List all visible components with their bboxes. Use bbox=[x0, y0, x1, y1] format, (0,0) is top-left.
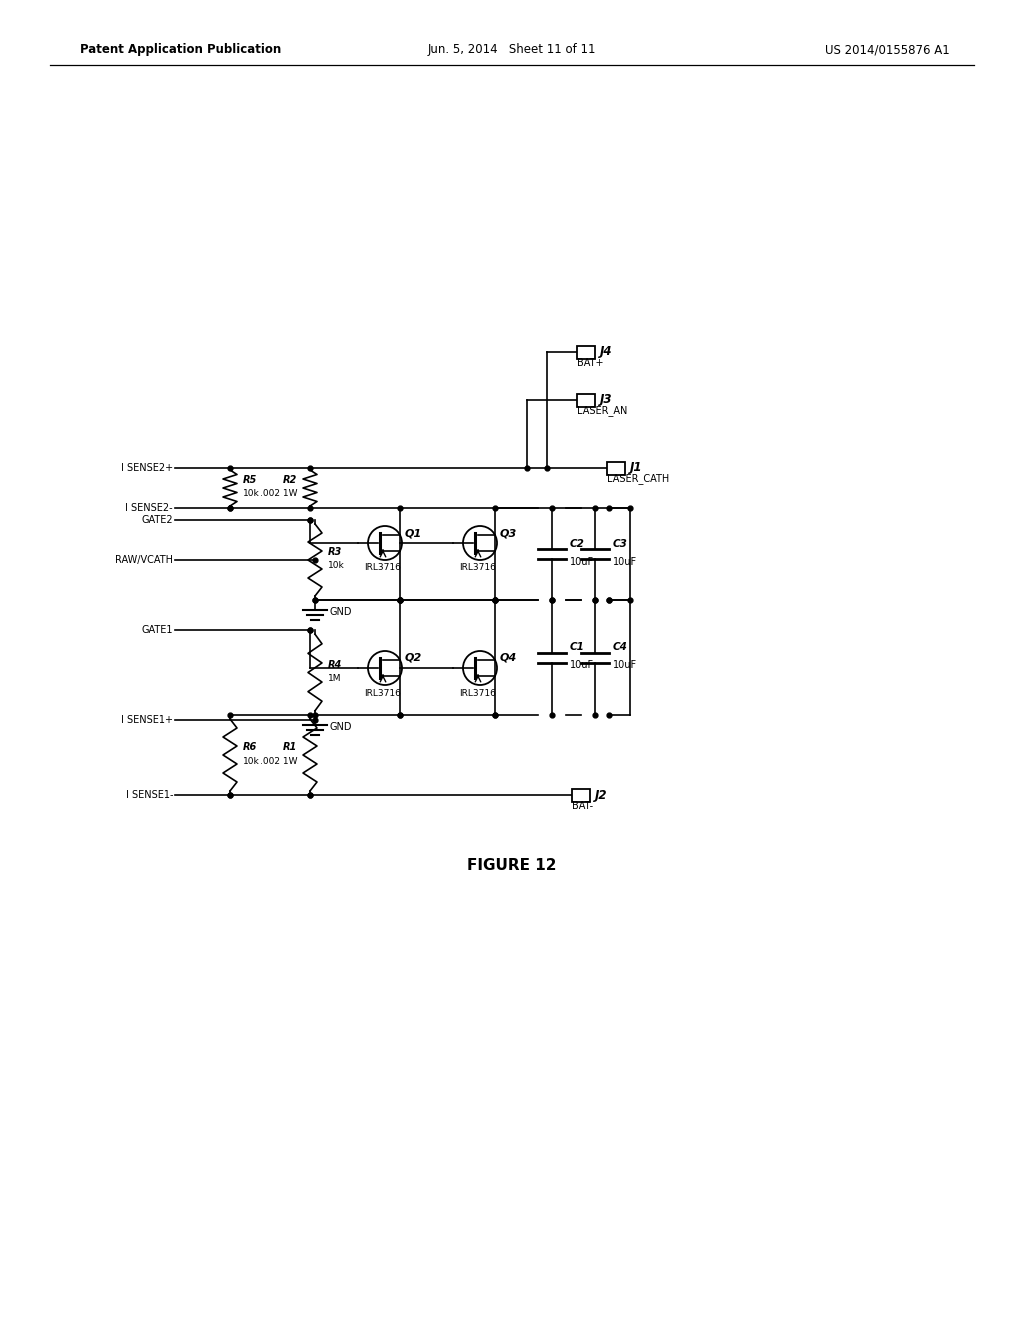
Text: 10k: 10k bbox=[243, 756, 260, 766]
Text: 1M: 1M bbox=[328, 675, 341, 682]
Text: 10k: 10k bbox=[328, 561, 345, 570]
Text: 10uF: 10uF bbox=[613, 660, 637, 671]
Text: Q2: Q2 bbox=[406, 653, 422, 663]
Text: BAT-: BAT- bbox=[572, 801, 593, 810]
Text: IRL3716: IRL3716 bbox=[365, 564, 401, 573]
Text: 10k: 10k bbox=[243, 490, 260, 499]
Text: I SENSE1+: I SENSE1+ bbox=[121, 715, 173, 725]
Bar bbox=[577, 393, 595, 407]
Text: C1: C1 bbox=[570, 643, 585, 652]
Text: R2: R2 bbox=[283, 475, 297, 484]
Text: Q1: Q1 bbox=[406, 528, 422, 539]
Text: LASER_AN: LASER_AN bbox=[577, 405, 628, 416]
Text: R4: R4 bbox=[328, 660, 342, 669]
Text: US 2014/0155876 A1: US 2014/0155876 A1 bbox=[825, 44, 950, 57]
Bar bbox=[607, 462, 625, 474]
Text: J1: J1 bbox=[630, 462, 642, 474]
Text: .002 1W: .002 1W bbox=[259, 490, 297, 499]
Bar bbox=[577, 346, 595, 359]
Text: BAT+: BAT+ bbox=[577, 358, 603, 368]
Text: IRL3716: IRL3716 bbox=[460, 689, 497, 697]
Text: IRL3716: IRL3716 bbox=[460, 564, 497, 573]
Text: GND: GND bbox=[329, 607, 351, 616]
Text: RAW/VCATH: RAW/VCATH bbox=[115, 554, 173, 565]
Text: Jun. 5, 2014   Sheet 11 of 11: Jun. 5, 2014 Sheet 11 of 11 bbox=[428, 44, 596, 57]
Text: Q4: Q4 bbox=[500, 653, 517, 663]
Text: C4: C4 bbox=[613, 643, 628, 652]
Text: J2: J2 bbox=[595, 788, 607, 801]
Text: R5: R5 bbox=[243, 475, 257, 484]
Text: J4: J4 bbox=[600, 346, 612, 359]
Text: Q3: Q3 bbox=[500, 528, 517, 539]
Text: C2: C2 bbox=[570, 539, 585, 549]
Text: C3: C3 bbox=[613, 539, 628, 549]
Text: R1: R1 bbox=[283, 742, 297, 752]
Text: .002 1W: .002 1W bbox=[259, 756, 297, 766]
Text: R6: R6 bbox=[243, 742, 257, 752]
Text: GATE1: GATE1 bbox=[141, 624, 173, 635]
Text: 10uF: 10uF bbox=[570, 660, 594, 671]
Text: I SENSE1-: I SENSE1- bbox=[126, 789, 173, 800]
Text: 10uF: 10uF bbox=[570, 557, 594, 568]
Text: I SENSE2+: I SENSE2+ bbox=[121, 463, 173, 473]
Text: IRL3716: IRL3716 bbox=[365, 689, 401, 697]
Text: GND: GND bbox=[329, 722, 351, 733]
Text: I SENSE2-: I SENSE2- bbox=[125, 503, 173, 513]
Text: LASER_CATH: LASER_CATH bbox=[607, 474, 670, 484]
Text: J3: J3 bbox=[600, 393, 612, 407]
Text: Patent Application Publication: Patent Application Publication bbox=[80, 44, 282, 57]
Text: 10uF: 10uF bbox=[613, 557, 637, 568]
Text: FIGURE 12: FIGURE 12 bbox=[467, 858, 557, 873]
Bar bbox=[572, 788, 590, 801]
Text: GATE2: GATE2 bbox=[141, 515, 173, 525]
Text: R3: R3 bbox=[328, 546, 342, 557]
